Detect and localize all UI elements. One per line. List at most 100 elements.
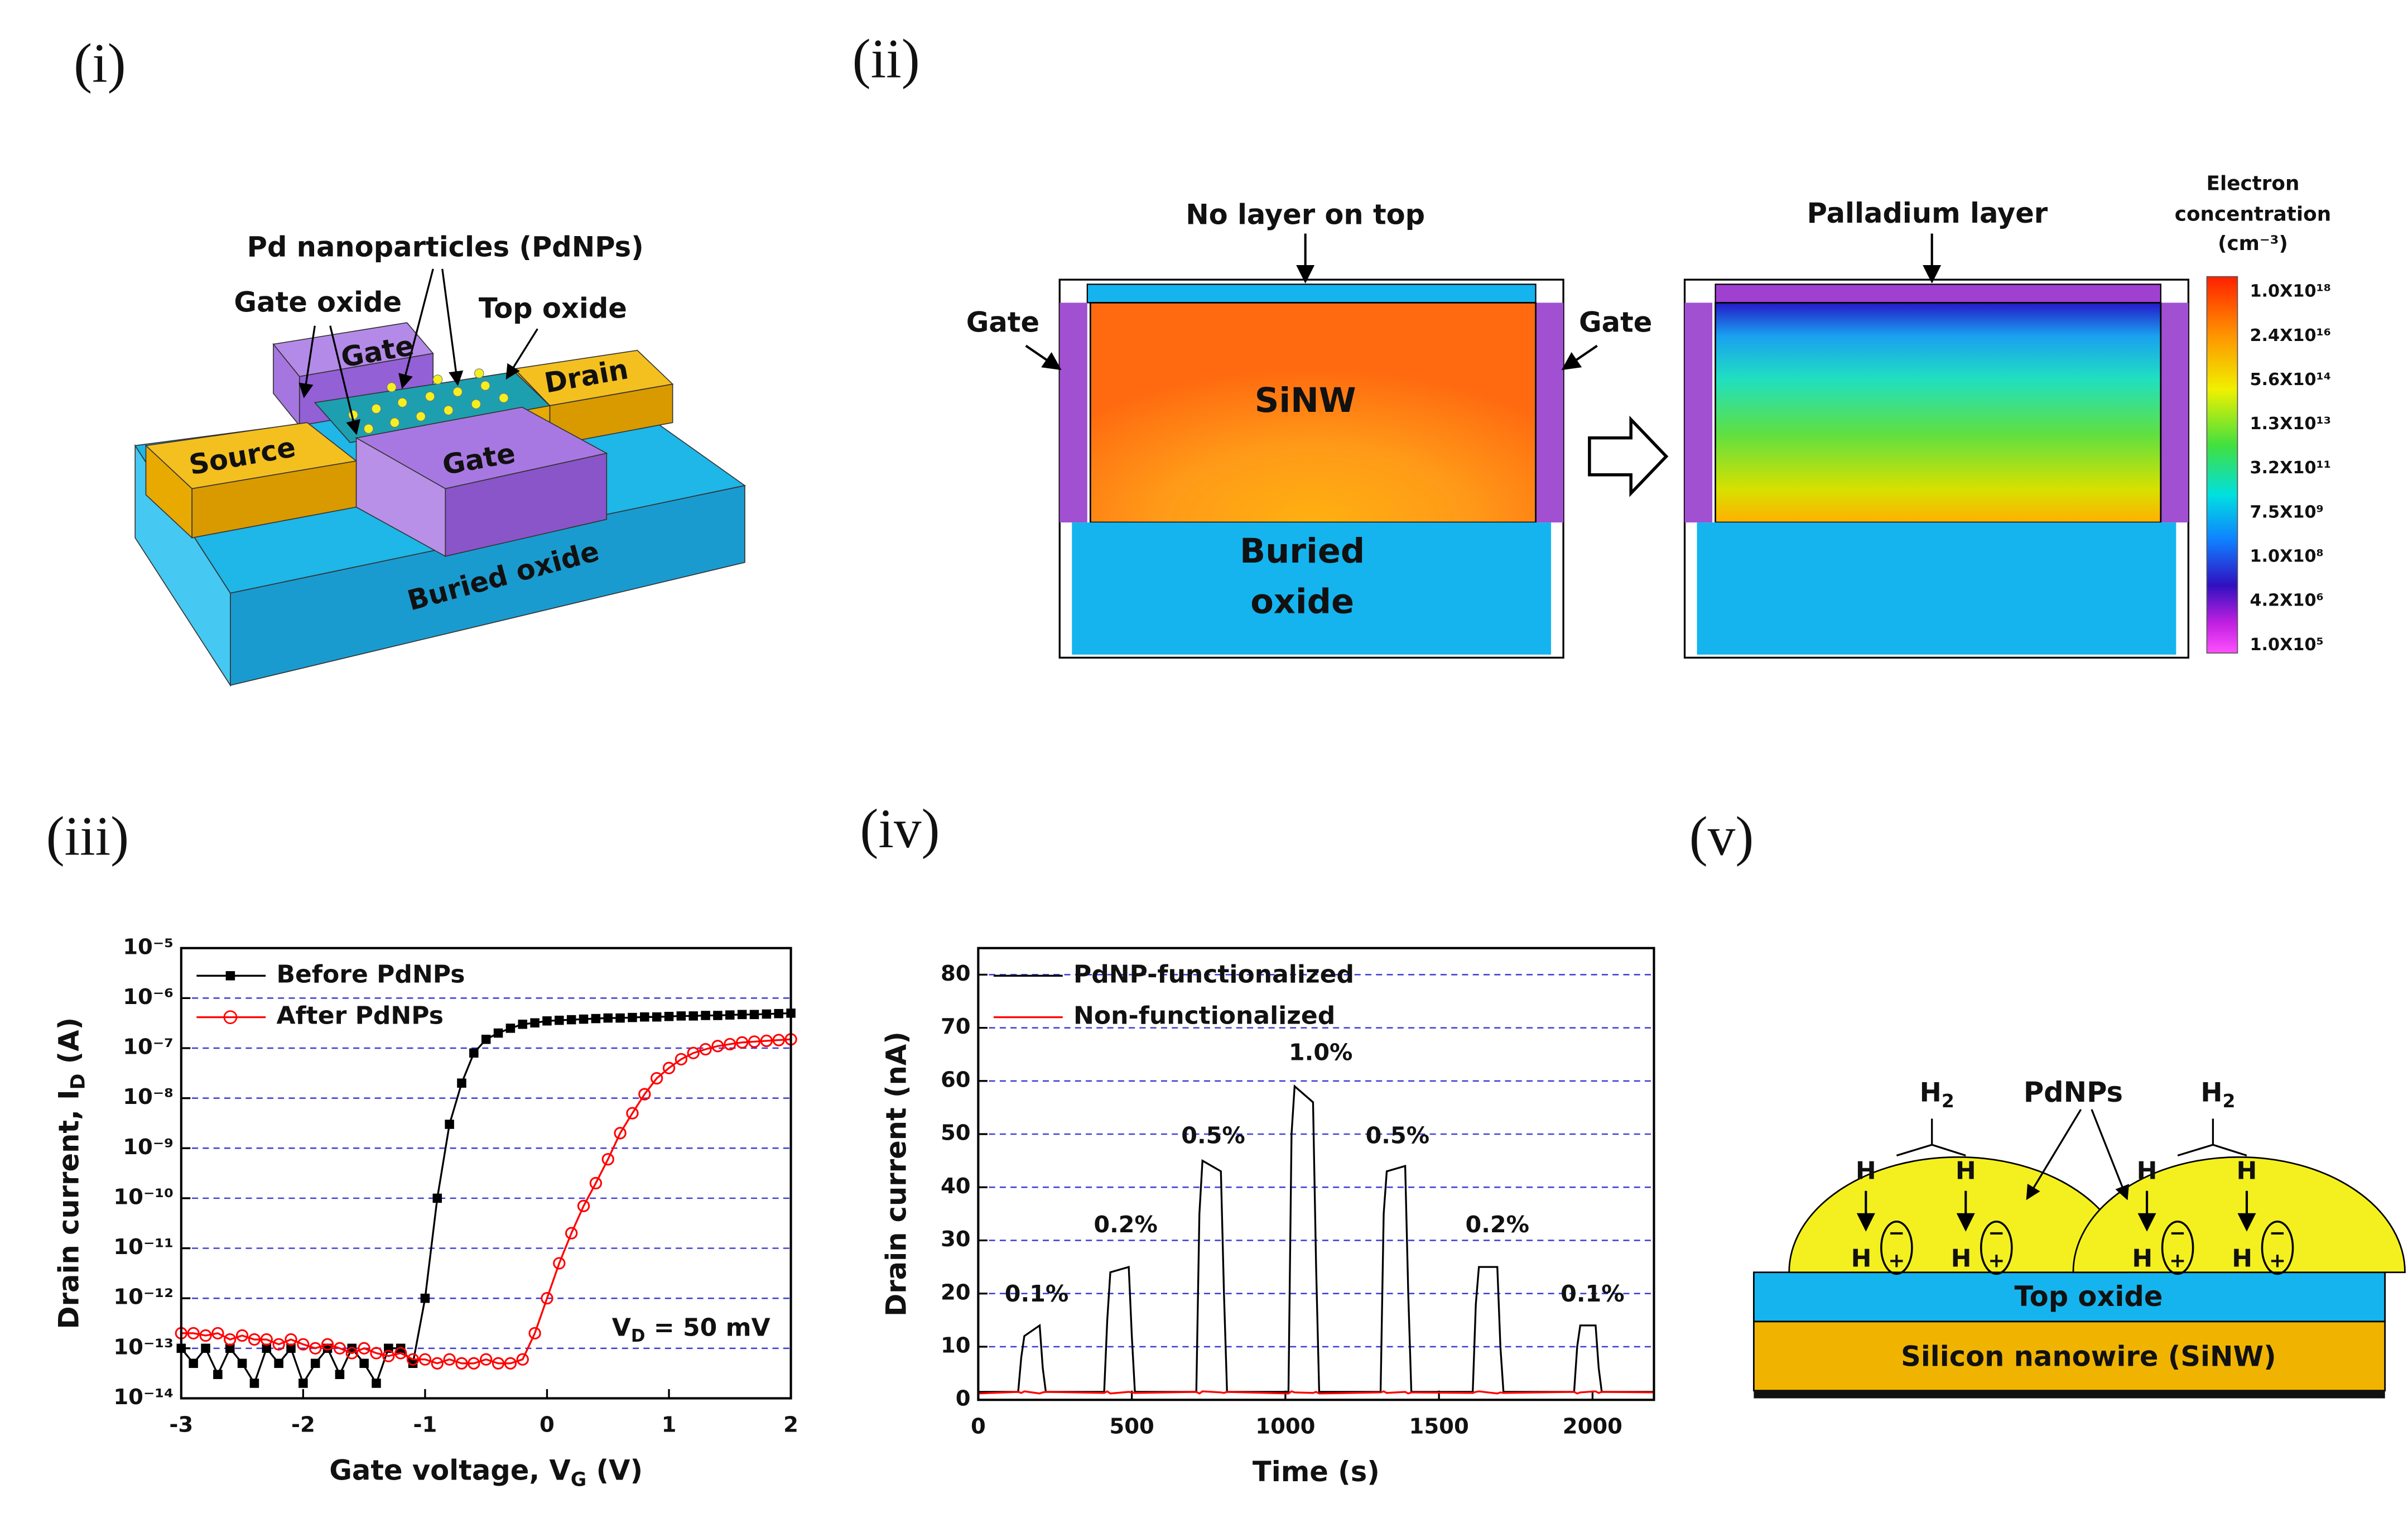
marker [370,1347,383,1360]
legend-label: Before PdNPs [276,960,465,988]
annotation: VD = 50 mV [612,1314,770,1346]
charge: + [1888,1249,1905,1272]
plot-frame [180,947,792,1400]
y-tick-label: 10⁻⁵ [123,934,174,959]
marker [518,1020,528,1029]
marker [445,1120,454,1129]
label: SiNW [1255,381,1356,420]
charge-ring [2161,1221,2194,1275]
marker [541,1292,553,1305]
legend-marker [225,971,235,981]
annotation: 0.2% [1465,1211,1529,1238]
x-axis-label-sub: G [571,1468,586,1491]
x-tick-label: -1 [413,1413,437,1438]
y-tick-label: 20 [941,1280,971,1305]
y-tick-label: 40 [941,1174,971,1199]
marker [480,1353,493,1366]
x-axis-label-part: (V) [586,1454,643,1486]
marker [664,1011,674,1021]
h-atom: H [2232,1245,2252,1273]
marker [457,1078,466,1088]
panel-label: (ii) [853,28,920,89]
charge: − [2269,1222,2286,1245]
label: Top oxide [2014,1280,2163,1313]
marker [408,1358,418,1368]
label: Gate oxide [234,286,402,319]
label: Pd nanoparticles (PdNPs) [247,231,644,263]
marker [676,1011,686,1021]
marker [297,1338,310,1351]
plot-area [181,948,791,1399]
marker [724,1038,736,1051]
marker [553,1257,566,1270]
annotation: 0.5% [1181,1122,1245,1149]
y-tick-label: 10⁻¹⁰ [113,1184,174,1209]
marker [713,1011,723,1020]
h-atom: H [1856,1157,1876,1185]
marker [614,1127,627,1140]
marker [213,1370,223,1379]
marker [542,1016,552,1026]
colorbar-label: 5.6X10¹⁴ [2250,370,2331,390]
y-axis-label: Drain current, ID (A) [52,1017,89,1329]
marker [382,1349,395,1362]
annotation: 1.0% [1289,1039,1352,1066]
marker [516,1353,529,1366]
y-tick-label: 10⁻⁶ [123,984,174,1010]
annotation: 0.1% [1005,1280,1068,1307]
marker [760,1034,773,1048]
marker [601,1153,614,1166]
label: Buried [1240,532,1365,571]
colorbar-label: 4.2X10⁶ [2250,591,2323,611]
marker [235,1329,249,1342]
h2-part: H [2200,1078,2222,1108]
marker [310,1358,320,1368]
annotation: 0.5% [1366,1122,1429,1149]
label: Silicon nanowire (SiNW) [1901,1340,2276,1372]
marker [565,1227,578,1240]
label: oxide [1250,583,1354,622]
marker [286,1343,296,1353]
marker [455,1357,468,1370]
y-tick-label: 0 [956,1386,971,1411]
charge: − [1888,1222,1905,1245]
marker [333,1342,346,1355]
chart-iii: 10⁻¹⁴ 10⁻¹³ 10⁻¹² 10⁻¹¹ 10⁻¹⁰ 10⁻⁹ 10⁻⁸ 10⁻⁷ 10⁻… [52,934,798,1491]
chart-iv: 0 10 20 30 40 50 60 70 80 0 500 1000 1500 2000 PdNP-fu… [880,947,1655,1488]
colorbar-title: Electron [2207,172,2300,195]
marker [309,1342,322,1355]
marker [260,1333,273,1346]
h-atom: H [2137,1157,2157,1185]
marker [640,1012,649,1022]
label: Gate [1579,306,1652,338]
legend-label: After PdNPs [276,1002,444,1030]
marker [530,1018,540,1028]
charge-ring [1880,1221,1913,1275]
label: Gate [966,306,1039,338]
annotation: 0.1% [1561,1280,1624,1307]
x-axis-label: Time (s) [1253,1456,1380,1488]
marker [688,1011,698,1021]
marker [566,1015,576,1025]
marker [201,1343,210,1353]
x-tick-label: 2 [783,1413,798,1438]
marker [420,1293,430,1303]
y-axis-label: Drain current (nA) [880,1031,913,1317]
colorbar-label: 1.3X10¹³ [2250,414,2331,434]
marker [735,1036,749,1049]
marker [358,1342,370,1355]
panel-label: (v) [1689,806,1754,867]
marker [224,1333,237,1346]
colorbar-labels: 1.0X10¹⁸ 2.4X10¹⁶ 5.6X10¹⁴ 1.3X10¹³ 3.2X10¹¹… [2250,282,2331,655]
charge: + [1988,1249,2005,1272]
marker [211,1327,224,1340]
h2-label: H2 [1920,1078,1954,1112]
y-tick-label: 50 [941,1121,971,1146]
colorbar-title: concentration [2175,203,2331,225]
h2-part: H [1920,1078,1942,1108]
legend-marker [223,1010,238,1025]
h2-sub: 2 [2223,1090,2236,1112]
marker [638,1088,651,1101]
